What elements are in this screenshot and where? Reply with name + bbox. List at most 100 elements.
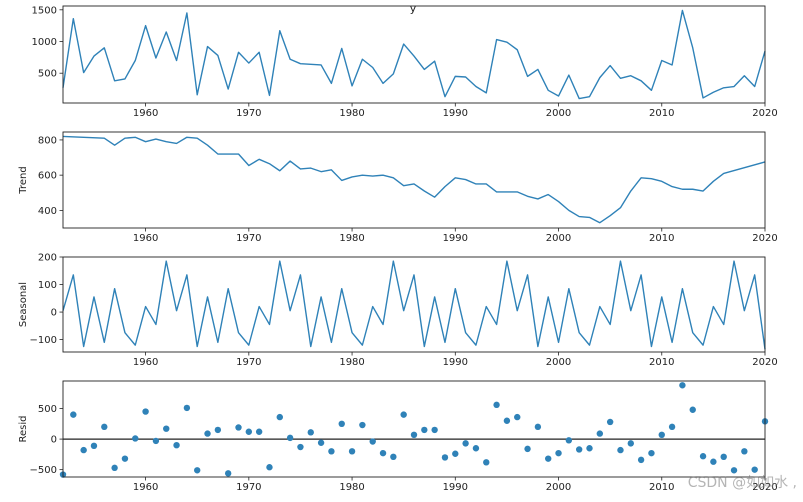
- seasonal-xtick-label: 1990: [443, 357, 468, 368]
- observed-frame: [62, 5, 766, 104]
- resid-point: [679, 382, 686, 389]
- resid-frame: [62, 380, 766, 478]
- resid-point: [132, 435, 139, 442]
- resid-point: [194, 467, 201, 474]
- seasonal-ytick-label: −100: [30, 335, 57, 346]
- resid-point: [214, 426, 222, 434]
- seasonal-series-line: [62, 260, 766, 350]
- resid-point: [307, 429, 314, 436]
- resid-point: [90, 442, 98, 450]
- resid-point: [514, 413, 521, 421]
- resid-point: [297, 443, 304, 451]
- resid-point: [648, 449, 655, 457]
- resid-point: [359, 421, 366, 429]
- observed-ytick-label: 1000: [32, 37, 57, 48]
- resid-xtick-label: 1970: [236, 482, 261, 493]
- resid-point: [565, 437, 573, 444]
- resid-point: [575, 446, 583, 453]
- trend-panel: 1960 1970 1980 1990 2000 2010 2020 400 600 800 Tre…: [18, 131, 778, 244]
- resid-xtick-label: 1980: [339, 482, 364, 493]
- resid-point: [545, 455, 552, 462]
- trend-xtick-label: 1990: [443, 233, 468, 244]
- resid-point: [637, 456, 645, 464]
- seasonal-xtick-label: 2000: [546, 357, 571, 368]
- trend-frame: [62, 131, 766, 229]
- resid-point: [586, 445, 593, 452]
- resid-point: [317, 439, 325, 446]
- resid-point: [111, 464, 118, 472]
- resid-xtick-label: 1990: [443, 482, 468, 493]
- resid-ylabel: Resid: [18, 416, 29, 443]
- trend-xtick-label: 1960: [133, 233, 158, 244]
- resid-point: [400, 411, 407, 418]
- resid-ytick-label: 500: [38, 404, 57, 415]
- trend-ytick-label: 600: [38, 171, 57, 182]
- trend-ylabel: Trend: [18, 166, 29, 194]
- resid-point: [224, 470, 232, 477]
- observed-xtick-label: 1990: [443, 108, 468, 119]
- observed-series-line: [62, 9, 766, 100]
- trend-ytick-label: 800: [38, 135, 57, 146]
- observed-xtick-label: 2020: [752, 108, 777, 119]
- resid-point: [483, 459, 490, 466]
- resid-point: [328, 448, 335, 455]
- resid-point: [348, 448, 356, 455]
- resid-point: [121, 455, 129, 462]
- resid-point: [606, 418, 614, 426]
- resid-point: [658, 431, 665, 439]
- resid-ytick-label: −500: [30, 465, 57, 476]
- seasonal-ylabel: Seasonal: [18, 282, 29, 327]
- seasonal-ytick-label: 200: [38, 253, 57, 264]
- resid-point: [452, 450, 459, 457]
- resid-point: [142, 408, 149, 415]
- resid-point: [245, 428, 253, 435]
- resid-point: [379, 449, 387, 457]
- observed-xtick-label: 1980: [339, 108, 364, 119]
- resid-point: [617, 446, 624, 454]
- resid-point: [524, 445, 531, 453]
- observed-xtick-label: 1960: [133, 108, 158, 119]
- seasonal-xtick-label: 2010: [649, 357, 674, 368]
- resid-point: [699, 453, 707, 460]
- resid-xtick-label: 2020: [752, 482, 777, 493]
- panels: 1960 1970 1980 1990 2000 2010 2020500100015001…: [18, 5, 778, 493]
- resid-point: [555, 449, 562, 457]
- resid-point: [369, 438, 376, 445]
- trend-xtick-label: 1980: [339, 233, 364, 244]
- resid-point: [472, 445, 480, 452]
- seasonal-frame: [62, 256, 766, 353]
- resid-point: [689, 406, 696, 413]
- resid-point: [163, 425, 170, 432]
- resid-xtick-label: 2010: [649, 482, 674, 493]
- resid-point: [596, 430, 604, 437]
- resid-point: [338, 420, 345, 427]
- resid-point: [730, 467, 738, 474]
- trend-series-line: [62, 135, 766, 224]
- resid-point: [390, 453, 397, 461]
- resid-point: [276, 413, 283, 421]
- resid-point: [627, 440, 634, 447]
- figure-title: y: [410, 2, 417, 15]
- resid-point: [70, 411, 77, 418]
- resid-point: [441, 454, 449, 461]
- resid-point: [462, 440, 469, 447]
- seasonal-xtick-label: 1970: [236, 357, 261, 368]
- resid-point: [266, 464, 273, 471]
- resid-point: [431, 426, 438, 434]
- resid-ytick-label: 0: [51, 435, 57, 446]
- resid-point: [204, 430, 211, 437]
- seasonal-ytick-label: 100: [38, 280, 57, 291]
- seasonal-xtick-label: 1980: [339, 357, 364, 368]
- trend-xtick-label: 2000: [546, 233, 571, 244]
- resid-point: [720, 453, 727, 461]
- observed-ytick-label: 500: [38, 69, 57, 80]
- resid-point: [421, 426, 428, 434]
- watermark: CSDN @如如水 ,: [687, 475, 797, 491]
- observed-xtick-label: 2000: [546, 108, 571, 119]
- resid-point: [235, 424, 242, 431]
- trend-xtick-label: 2010: [649, 233, 674, 244]
- observed-panel: 1960 1970 1980 1990 2000 2010 2020 500 1000 1500: [32, 5, 778, 119]
- observed-xtick-label: 1970: [236, 108, 261, 119]
- resid-xtick-label: 1960: [133, 482, 158, 493]
